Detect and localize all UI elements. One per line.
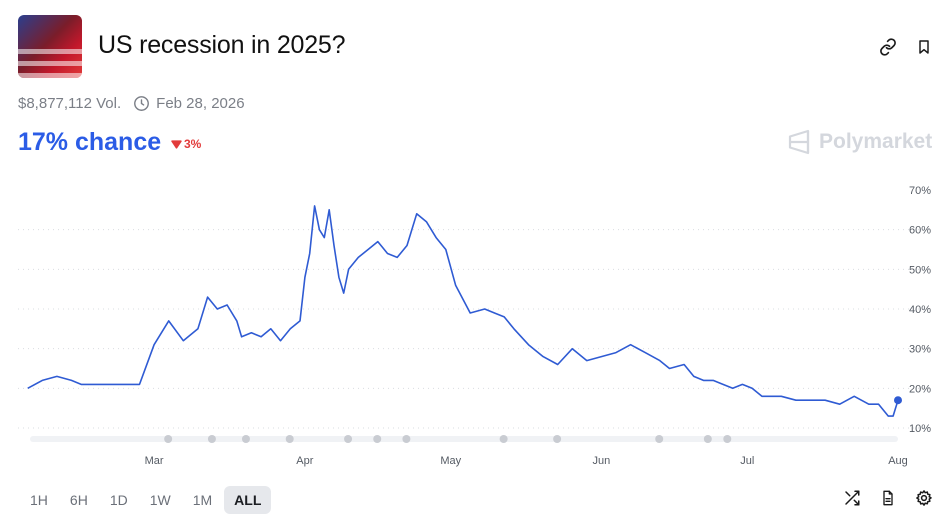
current-value-dot (894, 396, 902, 405)
timeline-event-dot (723, 435, 732, 443)
document-icon[interactable] (878, 488, 898, 508)
timeline-event-dot (373, 435, 382, 443)
y-tick-label: 60% (909, 225, 931, 237)
timeline-event-dot (553, 435, 562, 443)
triangle-down-icon (171, 139, 182, 149)
gear-icon[interactable] (914, 488, 934, 508)
bookmark-icon[interactable] (913, 36, 935, 58)
timeline-event-dot (703, 435, 712, 443)
timeline-event-dot (344, 435, 353, 443)
x-tick-label: May (440, 455, 461, 467)
series-line (27, 205, 899, 417)
polymarket-logo: Polymarket (787, 129, 932, 155)
range-tab-1w[interactable]: 1W (149, 492, 171, 508)
time-range-tabs: 1H 6H 1D 1W 1M ALL (20, 486, 273, 514)
link-icon[interactable] (877, 36, 899, 58)
y-tick-label: 40% (909, 304, 931, 316)
x-tick-label: Aug (888, 455, 908, 467)
change-badge: 3% (171, 137, 201, 151)
y-tick-label: 10% (909, 423, 931, 435)
market-thumbnail (18, 15, 82, 78)
timeline-track (30, 436, 898, 442)
chance-value: 17% chance (18, 128, 162, 156)
volume-text: $8,877,112 Vol. (18, 95, 122, 112)
x-tick-label: Jun (593, 455, 611, 467)
y-tick-label: 30% (909, 344, 931, 356)
polymarket-mark-icon (788, 129, 810, 155)
brand-name: Polymarket (819, 130, 933, 153)
range-tab-all[interactable]: ALL (224, 486, 272, 514)
timeline-event-dot (207, 435, 216, 443)
probability-chart: 70% 60% 50% 40% 30% 20% 10% Mar Apr May Jun Jul Aug (18, 185, 931, 467)
timeline-event-dot (164, 435, 173, 443)
range-tab-1h[interactable]: 1H (30, 492, 48, 508)
x-tick-label: Jul (740, 455, 754, 467)
market-meta: $8,877,112 Vol. Feb 28, 2026 (18, 95, 245, 112)
timeline-event-dot (402, 435, 411, 443)
change-value: 3% (184, 137, 202, 151)
x-tick-label: Mar (145, 455, 164, 467)
x-tick-label: Apr (296, 455, 313, 467)
timeline-event-dot (499, 435, 508, 443)
end-date-text: Feb 28, 2026 (156, 95, 245, 112)
shuffle-icon[interactable] (842, 488, 862, 508)
market-title: US recession in 2025? (98, 31, 346, 59)
timeline-event-dot (655, 435, 664, 443)
y-tick-label: 70% (909, 185, 931, 197)
range-tab-1d[interactable]: 1D (109, 492, 128, 508)
y-tick-label: 50% (909, 264, 931, 276)
clock-icon (133, 95, 150, 112)
timeline-event-dot (285, 435, 294, 443)
range-tab-1m[interactable]: 1M (192, 492, 213, 508)
timeline-event-dot (241, 435, 250, 443)
y-tick-label: 20% (909, 383, 931, 395)
range-tab-6h[interactable]: 6H (69, 492, 88, 508)
